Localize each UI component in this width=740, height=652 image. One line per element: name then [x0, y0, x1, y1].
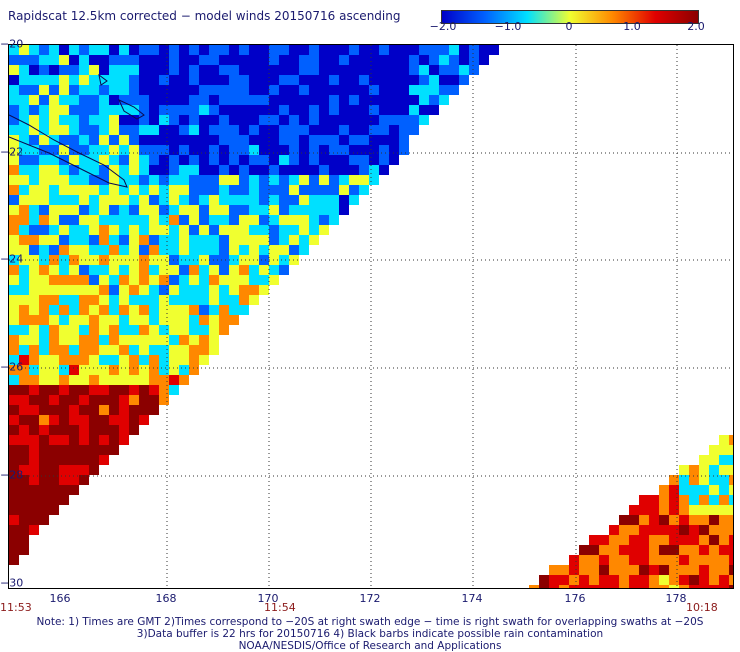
- lat-label: −30: [0, 576, 24, 590]
- colorbar: [441, 10, 699, 24]
- lon-label: 172: [359, 592, 381, 605]
- swath-right: [529, 435, 733, 588]
- colorbar-tick: 2.0: [687, 20, 705, 33]
- lon-label: 174: [461, 592, 483, 605]
- colorbar-tick: −2.0: [429, 20, 457, 33]
- lat-label: −26: [0, 360, 24, 374]
- footnote-line-2: 3)Data buffer is 22 hrs for 20150716 4) …: [136, 628, 604, 640]
- lat-label: −20: [0, 37, 24, 51]
- footnote-credit: NOAA/NESDIS/Office of Research and Appli…: [238, 640, 502, 652]
- colorbar-tick: 0: [565, 20, 573, 33]
- lat-label: −28: [0, 468, 24, 482]
- time-label-right: 10:18: [686, 601, 718, 614]
- lon-label: 170: [257, 592, 279, 605]
- time-label-middle: 11:54: [264, 601, 296, 614]
- lon-label: 178: [665, 592, 687, 605]
- footnote-line-1: Note: 1) Times are GMT 2)Times correspon…: [36, 616, 704, 628]
- lat-label: −22: [0, 145, 24, 159]
- colorbar-tick: −1.0: [494, 20, 522, 33]
- wind-difference-map: [8, 44, 734, 589]
- lon-label: 168: [155, 592, 177, 605]
- lon-label: 176: [564, 592, 586, 605]
- lon-label: 166: [49, 592, 71, 605]
- map-title: Rapidscat 12.5km corrected − model winds…: [8, 9, 401, 23]
- graticule: [9, 45, 733, 588]
- time-label-left: 11:53: [0, 601, 32, 614]
- colorbar-tick: 1.0: [623, 20, 641, 33]
- swath-left: [9, 45, 499, 565]
- map-canvas: [9, 45, 733, 588]
- coastline: [9, 73, 145, 188]
- lat-label: −24: [0, 252, 24, 266]
